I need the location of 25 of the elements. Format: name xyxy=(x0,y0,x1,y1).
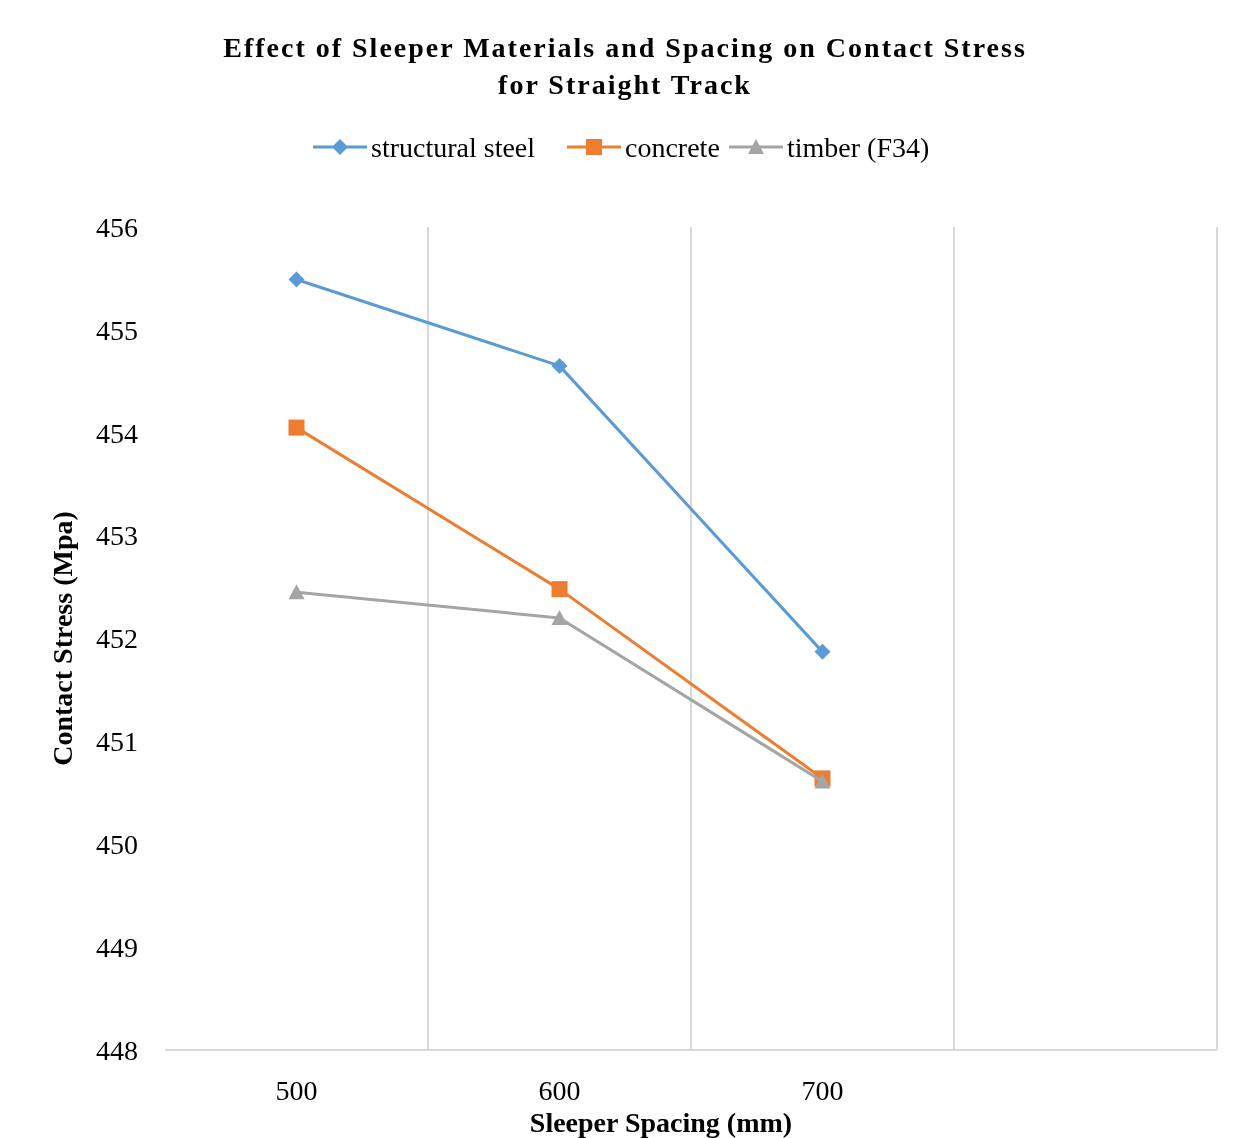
x-tick-label: 600 xyxy=(538,1075,581,1106)
x-tick-label: 500 xyxy=(275,1075,318,1106)
y-tick-label: 455 xyxy=(96,314,138,346)
x-tick-label: 700 xyxy=(801,1075,844,1106)
y-tick-label: 449 xyxy=(96,931,138,963)
y-tick-label: 453 xyxy=(96,520,138,552)
x-axis-title: Sleeper Spacing (mm) xyxy=(529,1107,793,1138)
point xyxy=(814,643,831,660)
point xyxy=(288,584,305,600)
point xyxy=(288,419,305,436)
y-tick-label: 451 xyxy=(96,726,138,758)
point xyxy=(551,357,568,374)
point xyxy=(288,271,305,288)
point xyxy=(551,609,568,625)
chart-title: Effect of Sleeper Materials and Spacing on Contact Stress for Straight Track xyxy=(223,32,1027,100)
legend-label: structural steel xyxy=(371,131,536,163)
point xyxy=(551,581,568,598)
y-tick-label: 452 xyxy=(96,623,138,655)
legend-label: concrete xyxy=(625,131,720,163)
y-tick-label: 450 xyxy=(96,829,138,861)
y-tick-label: 454 xyxy=(96,417,138,449)
legend-label: timber (F34) xyxy=(787,131,930,163)
y-tick-label: 448 xyxy=(96,1034,138,1066)
y-tick-label: 456 xyxy=(96,211,138,243)
y-axis-title: Contact Stress (Mpa) xyxy=(47,511,78,766)
